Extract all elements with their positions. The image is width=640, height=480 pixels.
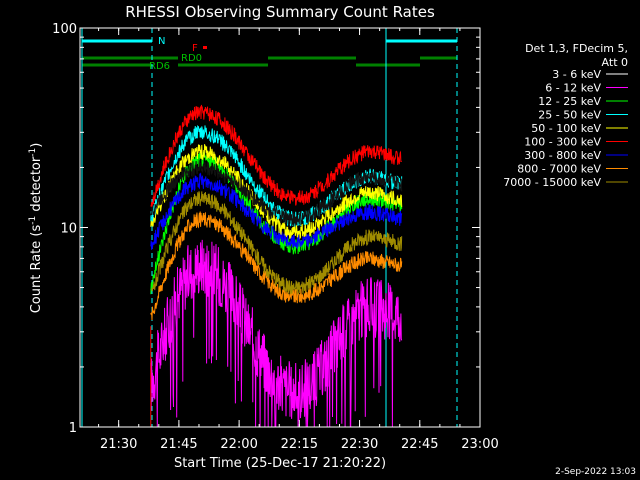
x-axis-label: Start Time (25-Dec-17 21:20:22) [174,456,386,471]
series-line-5 [150,104,402,207]
axes: 21:30 21:45 22:00 22:15 22:30 22:45 23:00 1 10 10… [52,22,499,452]
night-label: N [158,36,165,47]
legend-header-0: Det 1,3, FDecim 5, [525,42,628,55]
y-axis-label-sup: -1 [28,216,38,225]
y-axis-label-mid: detector [29,156,44,216]
y-axis-label: Count Rate (s-1 detector-1) [28,143,44,314]
series-line-7 [150,211,403,321]
x-tick-label-5: 22:45 [401,437,438,452]
legend-label-5: 100 - 300 keV [524,136,601,149]
series-line-4 [150,144,403,240]
plot-area: N RD0 RD6 F [81,28,458,428]
y-tick-label-2: 100 [52,22,77,37]
x-tick-label-2: 22:00 [220,437,257,452]
series-line-2 [150,151,403,295]
x-tick-label-1: 21:45 [160,437,197,452]
y-tick-label-0: 1 [69,421,77,436]
legend-label-8: 7000 - 15000 keV [503,176,601,189]
series-line-8 [150,191,403,295]
y-axis-label-main: Count Rate (s [29,225,44,314]
series-line-6 [150,172,403,250]
legend-label-4: 50 - 100 keV [531,122,601,135]
footer-date: 2-Sep-2022 13:03 [555,467,636,477]
chart-title: RHESSI Observing Summary Count Rates [125,3,435,21]
legend-label-2: 12 - 25 keV [538,95,601,108]
y-tick-label-1: 10 [60,222,77,237]
rd6-label: RD6 [149,61,170,72]
legend-label-1: 6 - 12 keV [545,82,601,95]
legend-label-6: 300 - 800 keV [524,149,601,162]
y-axis-label-end: ) [29,143,44,148]
series-line-1 [150,239,403,428]
flare-marker [203,46,207,49]
rd0-label: RD0 [181,53,202,64]
series-line-3 [150,124,403,227]
x-tick-label-0: 21:30 [100,437,137,452]
series-line-0 [150,160,403,227]
x-tick-label-3: 22:15 [281,437,318,452]
legend-header-1: Att 0 [602,56,628,69]
legend-label-0: 3 - 6 keV [552,68,601,81]
x-tick-label-6: 23:00 [461,437,498,452]
legend-label-7: 800 - 7000 keV [517,163,601,176]
legend-label-3: 25 - 50 keV [538,109,601,122]
x-tick-label-4: 22:30 [341,437,378,452]
flare-label: F [192,43,198,54]
y-axis-label-sup2: -1 [28,148,38,157]
